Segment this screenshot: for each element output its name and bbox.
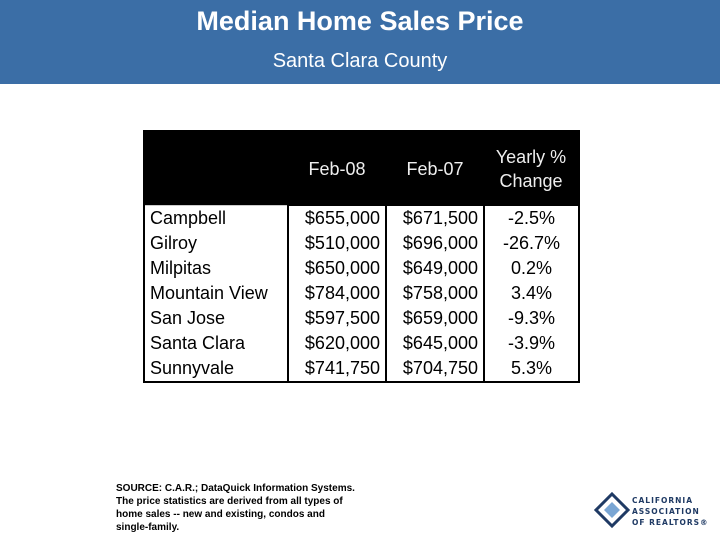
value-cell: -2.5%	[483, 205, 579, 231]
source-note: SOURCE: C.A.R.; DataQuick Information Sy…	[116, 483, 355, 533]
table-row: San Jose $597,500 $659,000 -9.3%	[144, 306, 579, 331]
logo-text: OF REALTORS®	[632, 518, 709, 527]
city-cell: Mountain View	[144, 281, 288, 306]
value-cell: $655,000	[286, 205, 386, 231]
logo-text: CALIFORNIA	[632, 496, 694, 505]
price-table: Feb-08 Feb-07 Yearly % Change Campbell $655…	[143, 130, 580, 383]
table-row: Santa Clara $620,000 $645,000 -3.9%	[144, 331, 579, 356]
value-cell: $510,000	[286, 231, 386, 256]
value-cell: $696,000	[385, 231, 484, 256]
logo-text: ASSOCIATION	[632, 507, 700, 516]
value-cell: $645,000	[385, 331, 484, 356]
value-cell: $649,000	[385, 256, 484, 281]
logo-mark	[594, 492, 630, 529]
column-header: Yearly % Change	[484, 131, 579, 206]
value-cell: -3.9%	[483, 331, 579, 356]
city-cell: Milpitas	[144, 256, 288, 281]
value-cell: -26.7%	[483, 231, 579, 256]
value-cell: $671,500	[385, 205, 484, 231]
city-cell: Campbell	[144, 205, 288, 231]
table-row: Gilroy $510,000 $696,000 -26.7%	[144, 231, 579, 256]
value-cell: 5.3%	[483, 356, 579, 382]
subtitle: Santa Clara County	[272, 50, 448, 72]
city-cell: San Jose	[144, 306, 288, 331]
table-row: Campbell $655,000 $671,500 -2.5%	[144, 205, 579, 231]
table-row: Sunnyvale $741,750 $704,750 5.3%	[144, 356, 579, 382]
value-cell: $784,000	[286, 281, 386, 306]
title: Median Home Sales Price	[196, 6, 524, 36]
table-body: Campbell $655,000 $671,500 -2.5% Gilroy $510,…	[144, 205, 579, 382]
blank-header	[143, 130, 288, 206]
value-cell: 3.4%	[483, 281, 579, 306]
table-row: Mountain View $784,000 $758,000 3.4%	[144, 281, 579, 306]
value-cell: $758,000	[385, 281, 484, 306]
city-cell: Sunnyvale	[144, 356, 288, 382]
city-cell: Gilroy	[144, 231, 288, 256]
column-header: Feb-07	[386, 131, 484, 206]
value-cell: -9.3%	[483, 306, 579, 331]
value-cell: $704,750	[385, 356, 484, 382]
value-cell: $597,500	[286, 306, 386, 331]
column-header: Feb-08	[287, 131, 386, 206]
value-cell: $741,750	[286, 356, 386, 382]
value-cell: $650,000	[286, 256, 386, 281]
value-cell: $659,000	[385, 306, 484, 331]
logo: CALIFORNIA ASSOCIATION OF REALTORS®	[594, 492, 714, 532]
header-bar: Median Home Sales Price Santa Clara Coun…	[0, 0, 720, 84]
value-cell: 0.2%	[483, 256, 579, 281]
table-row: Milpitas $650,000 $649,000 0.2%	[144, 256, 579, 281]
value-cell: $620,000	[286, 331, 386, 356]
city-cell: Santa Clara	[144, 331, 288, 356]
header-row: Feb-08 Feb-07 Yearly % Change	[143, 130, 579, 206]
